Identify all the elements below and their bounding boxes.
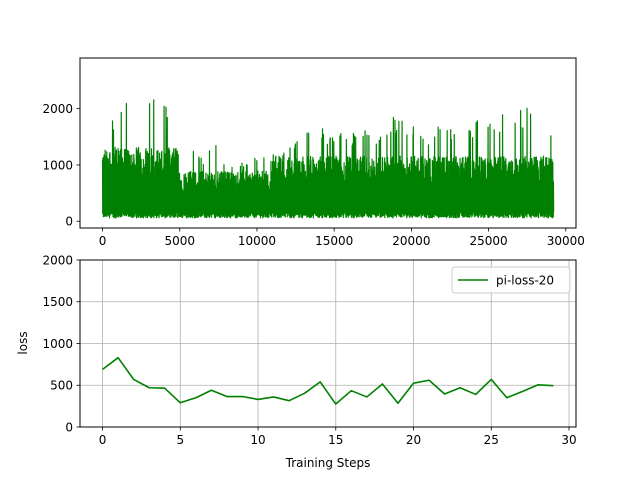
top-x-tick-label: 0 [99, 234, 107, 248]
bottom-y-tick-label: 1500 [42, 295, 73, 309]
bottom-y-tick-label: 1000 [42, 337, 73, 351]
bottom-y-tick-label: 500 [50, 379, 73, 393]
top-y-tick-label: 0 [65, 215, 73, 229]
top-subplot: 0 5000 10000 15000 20000 25000 30000 0 1000 2000 [42, 57, 585, 248]
bottom-x-tick-label: 5 [176, 433, 184, 447]
bottom-x-tick-label: 15 [328, 433, 343, 447]
bottom-x-tick-label: 25 [484, 433, 499, 447]
top-y-tick-label: 1000 [42, 158, 73, 172]
top-x-ticks: 0 5000 10000 15000 20000 25000 30000 [99, 228, 585, 248]
top-x-tick-label: 15000 [315, 234, 353, 248]
bottom-series-line [102, 356, 554, 405]
bottom-x-tick-label: 30 [561, 433, 576, 447]
top-x-tick-label: 5000 [164, 234, 195, 248]
y-axis-label: loss [16, 331, 30, 354]
bottom-x-tick-label: 20 [406, 433, 421, 447]
top-x-tick-label: 10000 [238, 234, 276, 248]
bottom-subplot: 0 5 10 15 20 25 30 0 500 1000 1500 2000 Training S… [16, 253, 577, 470]
bottom-plot-area [102, 356, 554, 405]
legend-box [451, 266, 571, 294]
bottom-y-ticks: 0 500 1000 1500 2000 [42, 253, 80, 434]
top-x-tick-label: 25000 [470, 234, 508, 248]
bottom-x-tick-label: 0 [99, 433, 107, 447]
top-axes-frame [79, 57, 577, 229]
legend-label: pi-loss-20 [496, 274, 554, 288]
legend: pi-loss-20 [451, 266, 571, 294]
top-x-tick-label: 20000 [392, 234, 430, 248]
bottom-y-tick-label: 0 [65, 420, 73, 434]
bottom-x-ticks: 0 5 10 15 20 25 30 [99, 427, 577, 447]
x-axis-label: Training Steps [285, 456, 371, 470]
top-series-line [101, 99, 555, 219]
top-y-tick-label: 2000 [42, 102, 73, 116]
bottom-y-tick-label: 2000 [42, 253, 73, 267]
top-y-ticks: 0 1000 2000 [42, 102, 80, 229]
bottom-x-tick-label: 10 [250, 433, 265, 447]
top-x-tick-label: 30000 [547, 234, 585, 248]
top-plot-area [101, 99, 555, 219]
